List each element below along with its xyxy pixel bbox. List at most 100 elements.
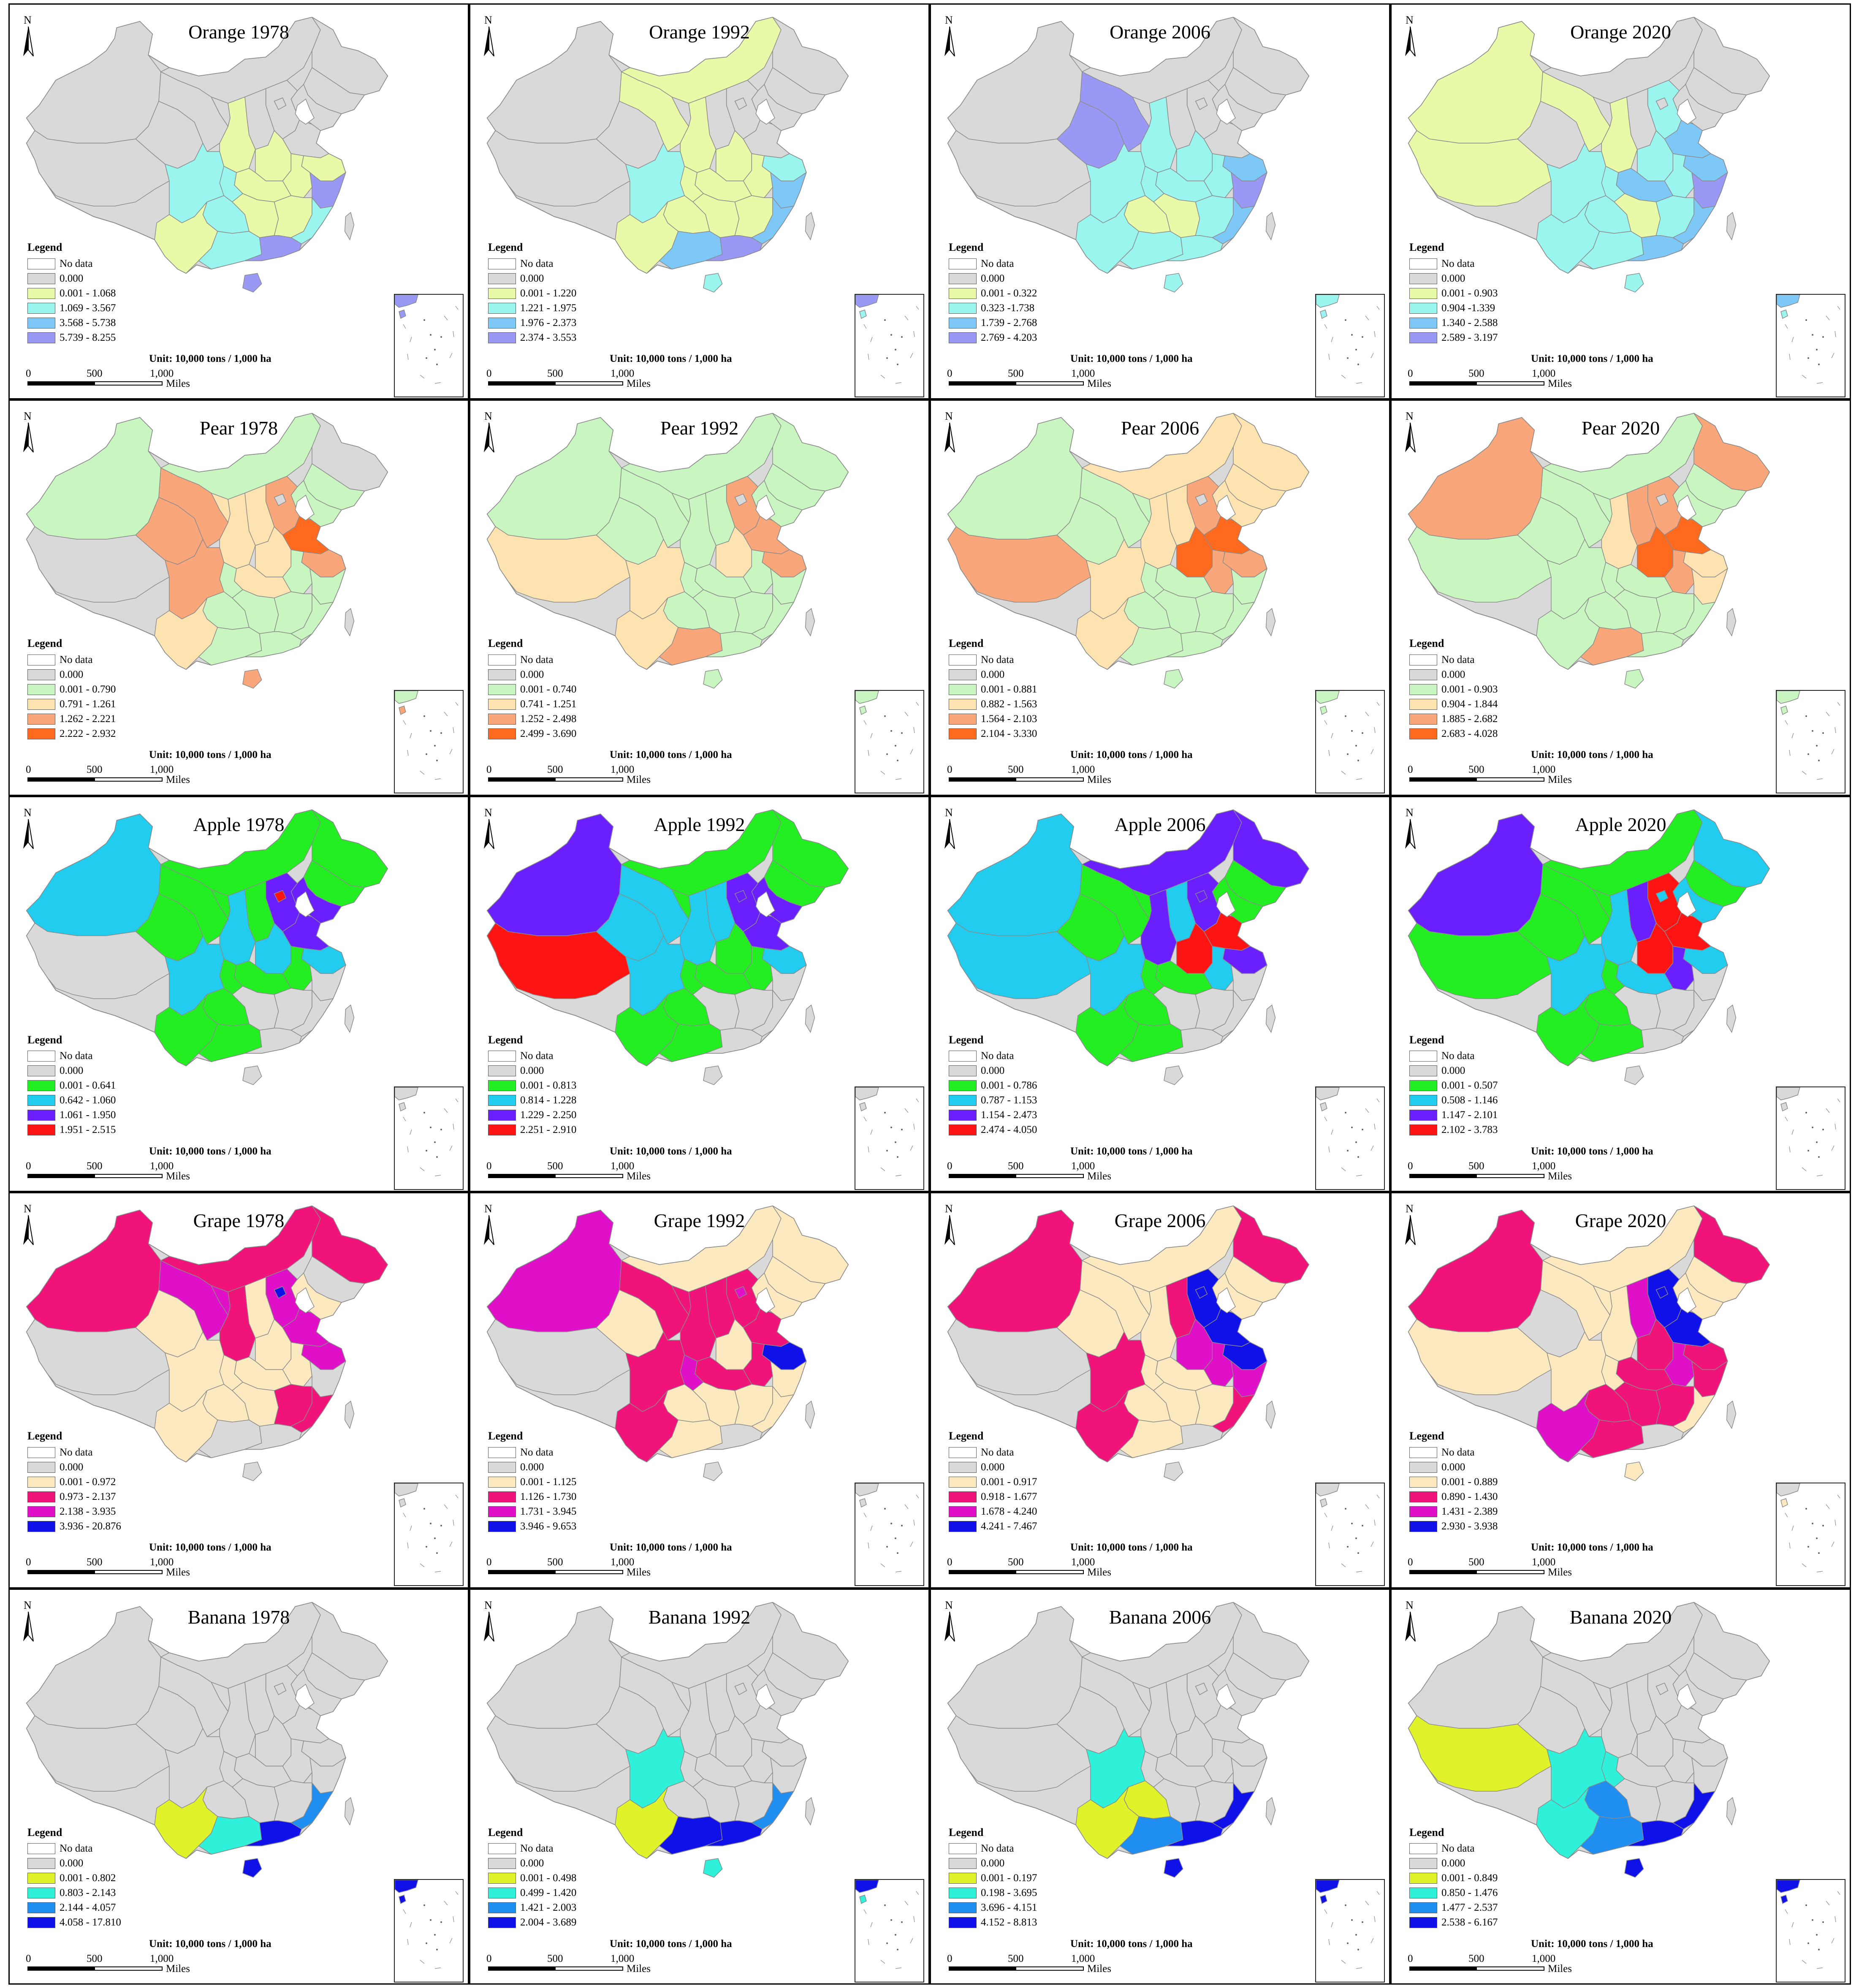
region-fujian: [1211, 1782, 1255, 1830]
legend-swatch: [1409, 1873, 1437, 1884]
legend-item: 1.421 - 2.003: [488, 1901, 576, 1915]
legend-label: 2.683 - 4.028: [1441, 728, 1498, 739]
scale-zero: 0: [486, 764, 492, 776]
region-guangdong: [705, 1424, 763, 1450]
legend-item: 3.568 - 5.738: [27, 315, 116, 330]
legend: Legend No data 0.000 0.001 - 0.197 0.198 -…: [949, 1826, 1037, 1930]
legend-label: No data: [1441, 1050, 1475, 1062]
region-anhui: [1664, 1738, 1694, 1783]
region-guangdong: [244, 631, 302, 657]
map-panel-grape-2020: Grape 2020 N Legend No data 0.000 0.001 -…: [1390, 1192, 1851, 1589]
north-arrow-icon: N: [1402, 807, 1419, 853]
region-zhejiang: [1231, 964, 1267, 1001]
legend-swatch: [488, 1873, 516, 1884]
map-panel-grape-1992: Grape 1992 N Legend No data 0.000 0.001 -…: [469, 1192, 930, 1589]
legend-swatch: [1409, 273, 1437, 284]
region-taiwan: [1726, 1797, 1737, 1826]
region-beijing: [1195, 494, 1208, 506]
scale-zero: 0: [26, 368, 31, 379]
legend-swatch: [27, 1051, 55, 1062]
legend-item: 0.000: [27, 667, 116, 682]
scale-full: 1,000: [150, 1556, 174, 1568]
unit-label: Unit: 10,000 tons / 1,000 ha: [1531, 1145, 1653, 1157]
legend-item: 0.001 - 0.507: [1409, 1078, 1498, 1093]
south-china-sea-inset: [855, 1483, 924, 1586]
region-tibet: [486, 526, 630, 603]
legend-label: 0.000: [60, 668, 84, 680]
legend-item: 0.001 - 0.849: [1409, 1871, 1498, 1886]
scale-mid: 500: [1468, 1556, 1484, 1568]
region-taiwan: [1265, 1797, 1276, 1826]
region-guangdong: [1166, 235, 1224, 261]
scale-units: Miles: [627, 774, 651, 786]
scale-bar: 0 500 1,000 Miles: [486, 368, 682, 393]
region-tibet: [947, 922, 1091, 999]
legend-swatch: [488, 288, 516, 299]
scale-units: Miles: [627, 1567, 651, 1578]
legend: Legend No data 0.000 0.001 - 0.786 0.787 -…: [949, 1034, 1037, 1138]
legend-swatch: [27, 728, 55, 739]
legend-label: 3.568 - 5.738: [60, 317, 116, 329]
map-title: Orange 1992: [649, 21, 750, 43]
legend-item: 0.642 - 1.060: [27, 1093, 116, 1108]
scale-mid: 500: [547, 764, 563, 776]
scale-full: 1,000: [1071, 1160, 1095, 1172]
unit-label: Unit: 10,000 tons / 1,000 ha: [610, 353, 732, 364]
north-arrow-icon: N: [480, 1599, 497, 1646]
unit-label: Unit: 10,000 tons / 1,000 ha: [149, 1145, 271, 1157]
legend-item: 0.001 - 0.322: [949, 286, 1037, 301]
scale-bar: 0 500 1,000 Miles: [26, 764, 222, 789]
legend: Legend No data 0.000 0.001 - 1.220 1.221 -…: [488, 241, 576, 345]
legend-label: 0.001 - 0.903: [1441, 287, 1498, 299]
region-guangdong: [1626, 1027, 1684, 1054]
scale-units: Miles: [166, 378, 190, 389]
north-label: N: [484, 410, 492, 423]
region-taiwan: [1265, 212, 1276, 241]
bohai-sea: [755, 98, 775, 125]
legend-item: 2.474 - 4.050: [949, 1123, 1037, 1138]
region-tibet: [486, 1715, 630, 1792]
legend: Legend No data 0.000 0.001 - 0.507 0.508 -…: [1409, 1034, 1498, 1138]
legend-label: 0.001 - 1.125: [520, 1476, 577, 1488]
region-tibet: [26, 1319, 170, 1396]
map-grid: Orange 1978 N Legend No data 0.000 0.001 …: [8, 3, 1851, 1985]
scale-units: Miles: [166, 1963, 190, 1974]
region-beijing: [734, 890, 747, 903]
legend-label: 0.904 -1.339: [1441, 302, 1495, 314]
region-guangdong: [705, 631, 763, 657]
region-tibet: [486, 130, 630, 206]
legend-item: 0.000: [488, 1856, 576, 1871]
north-label: N: [945, 410, 953, 423]
region-hainan: [703, 1461, 723, 1481]
bohai-sea: [755, 1684, 775, 1710]
legend-label: 0.973 - 2.137: [60, 1491, 116, 1502]
scale-zero: 0: [947, 1953, 953, 1964]
legend-label: 0.000: [60, 272, 84, 284]
region-taiwan: [1265, 1004, 1276, 1033]
legend: Legend No data 0.000 0.001 - 0.917 0.918 -…: [949, 1430, 1037, 1534]
region-beijing: [734, 494, 747, 506]
legend-swatch: [1409, 1843, 1437, 1855]
legend-swatch: [27, 1095, 55, 1106]
region-hainan: [1624, 273, 1644, 293]
china-map: [486, 809, 849, 1085]
legend-label: 0.000: [1441, 1858, 1465, 1869]
unit-label: Unit: 10,000 tons / 1,000 ha: [1531, 1542, 1653, 1553]
region-taiwan: [1726, 1004, 1737, 1033]
legend-label: 1.739 - 2.768: [981, 317, 1037, 329]
region-hainan: [1624, 669, 1644, 689]
legend-item: 0.882 - 1.563: [949, 697, 1037, 712]
region-beijing: [1655, 1286, 1669, 1299]
bohai-sea: [1677, 1287, 1696, 1314]
region-tibet: [1408, 526, 1552, 603]
legend-item: 0.001 - 0.972: [27, 1475, 121, 1489]
legend-swatch: [27, 258, 55, 269]
scale-full: 1,000: [1532, 1160, 1556, 1172]
legend-swatch: [27, 713, 55, 725]
north-label: N: [945, 14, 953, 26]
map-title: Pear 1978: [199, 417, 278, 439]
north-arrow-icon: N: [480, 14, 497, 60]
legend-swatch: [1409, 1051, 1437, 1062]
legend-swatch: [488, 728, 516, 739]
map-title: Grape 1992: [654, 1210, 745, 1232]
